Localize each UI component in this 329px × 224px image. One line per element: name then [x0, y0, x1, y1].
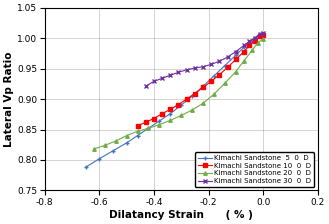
- Kimachi Sandstone 20  0  D: [223, 82, 227, 84]
- Kimachi Sandstone 20  0  D: [125, 134, 129, 137]
- Line: Kimachi Sandstone  5  0  D: Kimachi Sandstone 5 0 D: [84, 32, 265, 169]
- Kimachi Sandstone 20  0  D: [168, 119, 172, 122]
- Kimachi Sandstone 20  0  D: [92, 148, 96, 150]
- Kimachi Sandstone 20  0  D: [256, 42, 260, 44]
- Kimachi Sandstone  5  0  D: [97, 157, 101, 160]
- Legend: Kimachi Sandstone  5  0  D, Kimachi Sandstone 10  0  D, Kimachi Sandstone 20  0 : Kimachi Sandstone 5 0 D, Kimachi Sandsto…: [195, 152, 314, 187]
- Kimachi Sandstone 10  0  D: [136, 125, 139, 127]
- Kimachi Sandstone  5  0  D: [261, 32, 265, 35]
- Kimachi Sandstone 20  0  D: [190, 109, 194, 111]
- Kimachi Sandstone 30  0  D: [160, 77, 164, 80]
- Line: Kimachi Sandstone 30  0  D: Kimachi Sandstone 30 0 D: [144, 32, 265, 88]
- Kimachi Sandstone  5  0  D: [136, 134, 139, 137]
- Kimachi Sandstone 20  0  D: [212, 93, 216, 95]
- X-axis label: Dilatancy Strain      ( % ): Dilatancy Strain ( % ): [109, 210, 253, 220]
- Kimachi Sandstone 20  0  D: [201, 102, 205, 105]
- Kimachi Sandstone 30  0  D: [168, 74, 172, 77]
- Kimachi Sandstone 10  0  D: [258, 35, 262, 38]
- Kimachi Sandstone  5  0  D: [250, 39, 254, 42]
- Kimachi Sandstone 20  0  D: [103, 144, 107, 147]
- Kimachi Sandstone  5  0  D: [111, 149, 115, 152]
- Kimachi Sandstone 10  0  D: [168, 108, 172, 111]
- Kimachi Sandstone 20  0  D: [261, 37, 265, 40]
- Kimachi Sandstone  5  0  D: [125, 142, 129, 144]
- Kimachi Sandstone 10  0  D: [226, 66, 230, 69]
- Kimachi Sandstone  5  0  D: [242, 46, 246, 49]
- Kimachi Sandstone  5  0  D: [223, 64, 227, 67]
- Kimachi Sandstone 20  0  D: [250, 49, 254, 52]
- Kimachi Sandstone 30  0  D: [258, 33, 262, 36]
- Kimachi Sandstone 20  0  D: [157, 123, 161, 126]
- Kimachi Sandstone  5  0  D: [84, 166, 88, 169]
- Line: Kimachi Sandstone 20  0  D: Kimachi Sandstone 20 0 D: [92, 37, 265, 151]
- Kimachi Sandstone 30  0  D: [152, 80, 156, 83]
- Kimachi Sandstone 10  0  D: [160, 112, 164, 115]
- Kimachi Sandstone  5  0  D: [258, 32, 262, 35]
- Kimachi Sandstone 30  0  D: [253, 36, 257, 39]
- Kimachi Sandstone 30  0  D: [217, 60, 221, 63]
- Kimachi Sandstone 10  0  D: [247, 44, 251, 47]
- Kimachi Sandstone  5  0  D: [201, 85, 205, 88]
- Kimachi Sandstone 30  0  D: [234, 50, 238, 53]
- Kimachi Sandstone 10  0  D: [261, 34, 265, 37]
- Kimachi Sandstone  5  0  D: [190, 95, 194, 97]
- Kimachi Sandstone 30  0  D: [209, 63, 213, 66]
- Kimachi Sandstone  5  0  D: [256, 34, 260, 37]
- Kimachi Sandstone 30  0  D: [201, 65, 205, 68]
- Kimachi Sandstone 10  0  D: [209, 80, 213, 83]
- Y-axis label: Lateral Vp Ratio: Lateral Vp Ratio: [4, 51, 14, 147]
- Kimachi Sandstone 30  0  D: [247, 40, 251, 43]
- Kimachi Sandstone 10  0  D: [253, 39, 257, 42]
- Kimachi Sandstone  5  0  D: [168, 112, 172, 115]
- Kimachi Sandstone 30  0  D: [144, 85, 148, 88]
- Kimachi Sandstone 30  0  D: [226, 56, 230, 58]
- Kimachi Sandstone 10  0  D: [185, 98, 189, 100]
- Kimachi Sandstone 10  0  D: [234, 58, 238, 61]
- Kimachi Sandstone 20  0  D: [114, 140, 118, 142]
- Kimachi Sandstone 10  0  D: [176, 103, 180, 106]
- Kimachi Sandstone 20  0  D: [179, 114, 183, 117]
- Kimachi Sandstone  5  0  D: [212, 75, 216, 77]
- Kimachi Sandstone  5  0  D: [234, 54, 238, 56]
- Kimachi Sandstone 30  0  D: [185, 69, 189, 71]
- Kimachi Sandstone 20  0  D: [242, 59, 246, 62]
- Kimachi Sandstone 20  0  D: [234, 70, 238, 73]
- Kimachi Sandstone 30  0  D: [193, 67, 197, 69]
- Kimachi Sandstone 30  0  D: [261, 32, 265, 34]
- Kimachi Sandstone 20  0  D: [146, 127, 150, 130]
- Kimachi Sandstone  5  0  D: [157, 120, 161, 122]
- Line: Kimachi Sandstone 10  0  D: Kimachi Sandstone 10 0 D: [136, 33, 265, 128]
- Kimachi Sandstone 30  0  D: [242, 44, 246, 47]
- Kimachi Sandstone  5  0  D: [146, 127, 150, 130]
- Kimachi Sandstone  5  0  D: [179, 104, 183, 106]
- Kimachi Sandstone 10  0  D: [152, 117, 156, 120]
- Kimachi Sandstone 10  0  D: [193, 92, 197, 95]
- Kimachi Sandstone 10  0  D: [217, 73, 221, 76]
- Kimachi Sandstone 30  0  D: [176, 71, 180, 73]
- Kimachi Sandstone 10  0  D: [144, 121, 148, 123]
- Kimachi Sandstone 10  0  D: [201, 86, 205, 89]
- Kimachi Sandstone 10  0  D: [242, 50, 246, 53]
- Kimachi Sandstone 20  0  D: [136, 130, 139, 133]
